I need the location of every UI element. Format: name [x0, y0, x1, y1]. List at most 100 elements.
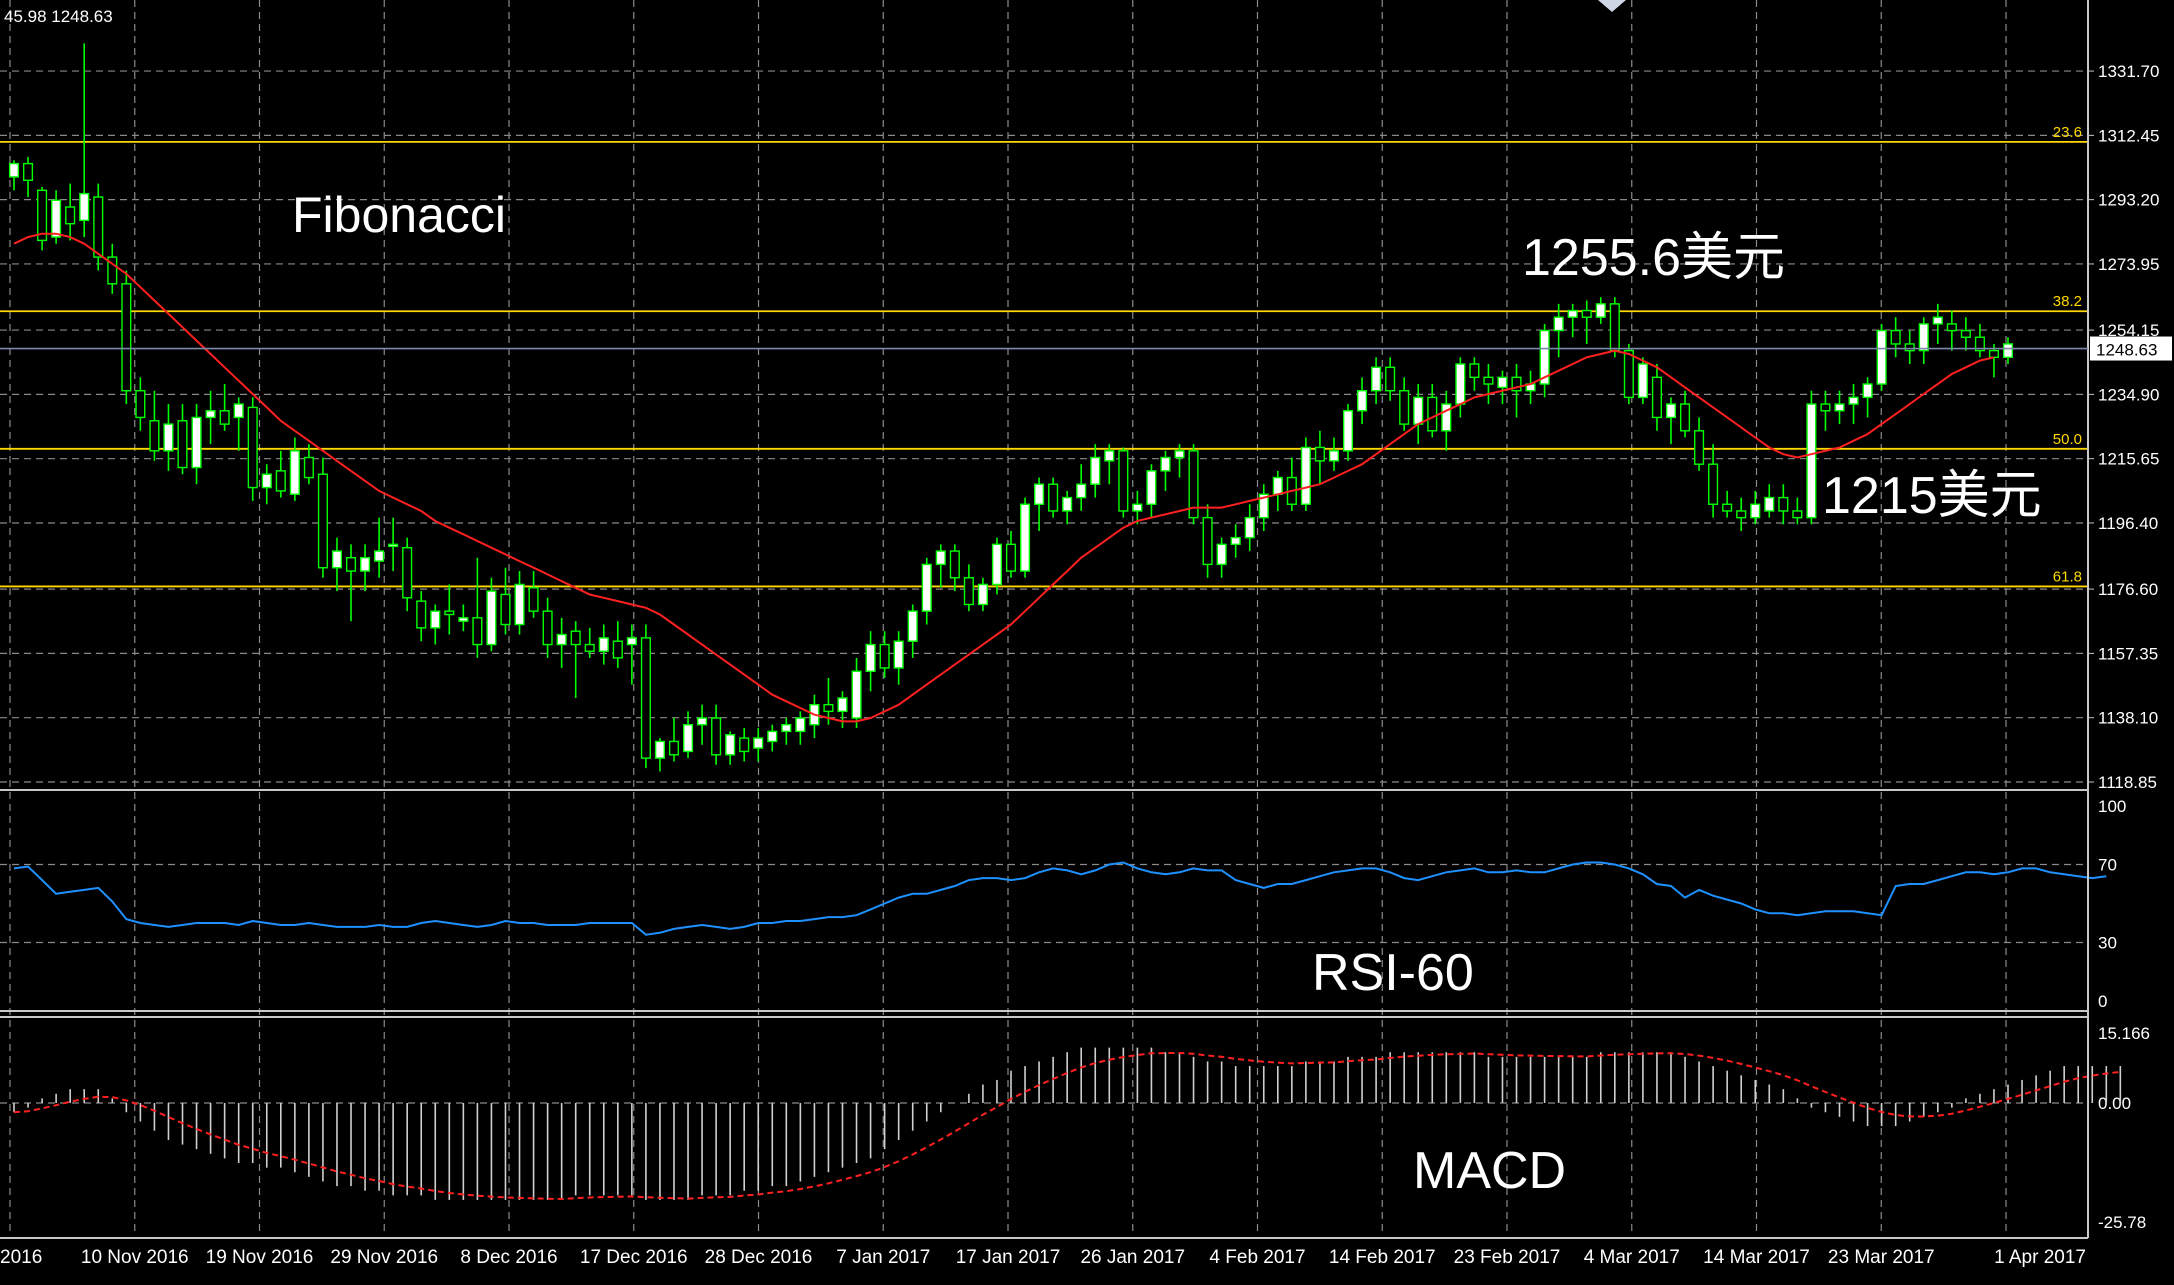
moving-average-line	[13, 232, 1995, 723]
date-label: 19 Nov 2016	[206, 1247, 314, 1268]
date-label: 1 Apr 2017	[1994, 1247, 2086, 1268]
candle-body	[360, 557, 371, 572]
candle-body	[1244, 516, 1255, 539]
candle-body	[1792, 510, 1803, 519]
candle-body	[303, 456, 314, 479]
candle-body	[1581, 309, 1592, 318]
candle-body	[1328, 450, 1340, 462]
date-label: 4 Feb 2017	[1209, 1247, 1305, 1268]
candle-body	[163, 423, 174, 452]
candle-body	[289, 450, 300, 495]
candle-body	[1188, 450, 1199, 519]
fibonacci-levels: 23.6 38.2 50.0 61.8	[0, 124, 2088, 588]
candle-body	[654, 740, 665, 759]
candle-body	[1595, 303, 1606, 318]
candle-body	[626, 637, 637, 646]
candle-body	[697, 717, 708, 726]
candle-body	[1651, 376, 1662, 419]
candle-body	[1918, 323, 1929, 352]
price-tick-label: 1312.45	[2098, 126, 2159, 145]
candle-body	[711, 717, 722, 756]
date-label: 23 Feb 2017	[1454, 1247, 1561, 1268]
candle-body	[2002, 343, 2014, 359]
candle-body	[22, 162, 34, 181]
candle-body	[1019, 503, 1031, 572]
candle-body	[528, 587, 539, 612]
date-label: 10 Nov 2016	[81, 1247, 189, 1268]
candle-body	[1160, 456, 1171, 472]
candle-body	[1441, 403, 1452, 432]
candle-body	[486, 590, 497, 646]
candle-body	[1048, 483, 1059, 512]
candle-body	[388, 543, 399, 548]
candle-body	[935, 550, 946, 566]
candle-body	[1062, 496, 1073, 512]
candle-body	[556, 633, 567, 646]
candle-body	[233, 403, 244, 419]
candle-body	[795, 717, 806, 733]
candle-body	[247, 406, 258, 489]
date-label: 29 Nov 2016	[330, 1247, 438, 1268]
candle-body	[1665, 403, 1677, 419]
candle-body	[921, 563, 932, 612]
candle-body	[1736, 510, 1747, 519]
candle-body	[977, 583, 988, 606]
date-label: 28 Dec 2016	[705, 1247, 813, 1268]
candle-body	[1890, 329, 1901, 345]
candle-body	[1258, 493, 1269, 519]
candle-body	[1371, 366, 1382, 392]
candle-body	[1960, 329, 1971, 338]
high-price-annotation: 1255.6美元	[1522, 229, 1785, 287]
date-label: 17 Jan 2017	[956, 1247, 1061, 1268]
candle-body	[963, 577, 974, 606]
price-tick-label: 1234.90	[2098, 385, 2159, 404]
macd-panel: 15.166 0.00 -25.78	[0, 1024, 2150, 1232]
candle-body	[612, 640, 623, 659]
candle-body	[205, 410, 216, 419]
rsi-tick-label: 0	[2098, 992, 2107, 1011]
candle-body	[1694, 430, 1705, 465]
candle-body	[177, 420, 188, 469]
candle-body	[1104, 450, 1115, 462]
candle-body	[851, 670, 862, 719]
candle-body	[1946, 323, 1957, 332]
candle-body	[93, 196, 104, 258]
candle-body	[767, 730, 778, 743]
candle-body	[1750, 503, 1761, 519]
candle-body	[1862, 383, 1873, 399]
price-tick-label: 1215.65	[2098, 450, 2159, 469]
candle-body	[865, 643, 876, 672]
date-label: 7 Jan 2017	[836, 1247, 930, 1268]
rsi-tick-label: 70	[2098, 856, 2117, 875]
candle-body	[1637, 363, 1648, 399]
date-label: 8 Dec 2016	[460, 1247, 557, 1268]
price-tick-label: 1273.95	[2098, 255, 2159, 274]
candle-body	[1455, 363, 1466, 405]
candle-body	[1679, 403, 1691, 432]
candle-body	[739, 737, 750, 753]
candle-body	[1174, 450, 1185, 459]
macd-tick-label: 15.166	[2098, 1024, 2150, 1043]
candle-body	[1005, 543, 1017, 572]
candle-body	[1216, 543, 1227, 566]
macd-tick-label: 0.00	[2098, 1094, 2131, 1113]
candle-body	[907, 610, 918, 642]
candle-body	[1497, 376, 1508, 389]
candle-body	[1708, 463, 1719, 505]
candle-body	[1357, 390, 1368, 412]
date-label: 26 Jan 2017	[1080, 1247, 1185, 1268]
rsi-line	[13, 861, 2107, 936]
current-price-label: 1248.63	[2096, 341, 2157, 360]
fib-level-label: 23.6	[2053, 124, 2082, 141]
candle-body	[1511, 376, 1522, 392]
candle-body	[261, 473, 272, 489]
candle-body	[1413, 396, 1424, 425]
candle-body	[1230, 536, 1241, 546]
candle-body	[65, 206, 76, 225]
candle-body	[1202, 516, 1213, 566]
macd-annotation: MACD	[1413, 1142, 1566, 1200]
candle-body	[1118, 450, 1129, 512]
macd-signal-line	[13, 1051, 2121, 1201]
shift-marker-icon[interactable]	[1598, 0, 1626, 12]
